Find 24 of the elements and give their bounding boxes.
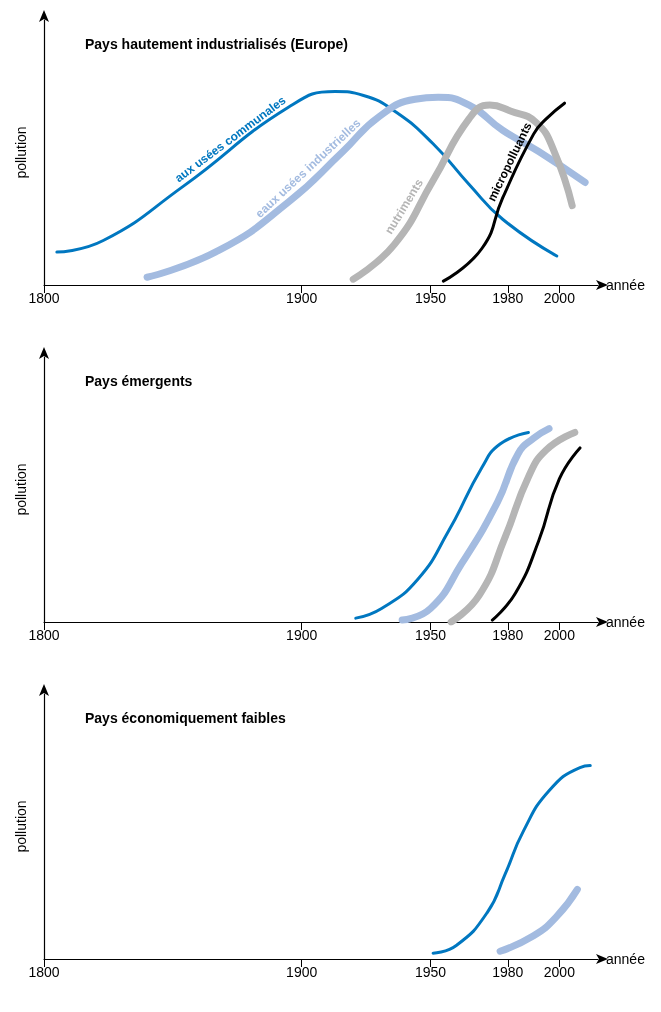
chart-title: Pays hautement industrialisés (Europe) [85, 36, 348, 52]
x-tick-label: 1950 [414, 964, 447, 980]
x-tick-label: 2000 [543, 964, 576, 980]
x-tick-label: 2000 [543, 627, 576, 643]
x-tick-label: 1980 [492, 627, 524, 643]
x-tick-label: 1900 [286, 964, 318, 980]
x-tick-label: 1800 [28, 627, 60, 643]
x-tick-label: 1900 [286, 627, 318, 643]
x-tick-label: 1980 [492, 290, 524, 306]
chart-title: Pays économiquement faibles [85, 710, 286, 726]
x-tick-label: 1800 [28, 964, 60, 980]
y-axis-title: pollution [13, 126, 29, 179]
chart-title: Pays émergents [85, 373, 193, 389]
y-axis-title: pollution [13, 463, 29, 516]
y-axis-title: pollution [13, 800, 29, 853]
x-tick-label: 2000 [543, 290, 576, 306]
x-tick-label: 1950 [414, 627, 447, 643]
x-axis-title: année [606, 614, 646, 630]
x-axis-title: année [606, 951, 646, 967]
x-tick-label: 1980 [492, 964, 524, 980]
x-tick-label: 1950 [414, 290, 447, 306]
x-axis-title: année [606, 277, 646, 293]
x-tick-label: 1900 [286, 290, 318, 306]
x-tick-label: 1800 [28, 290, 60, 306]
